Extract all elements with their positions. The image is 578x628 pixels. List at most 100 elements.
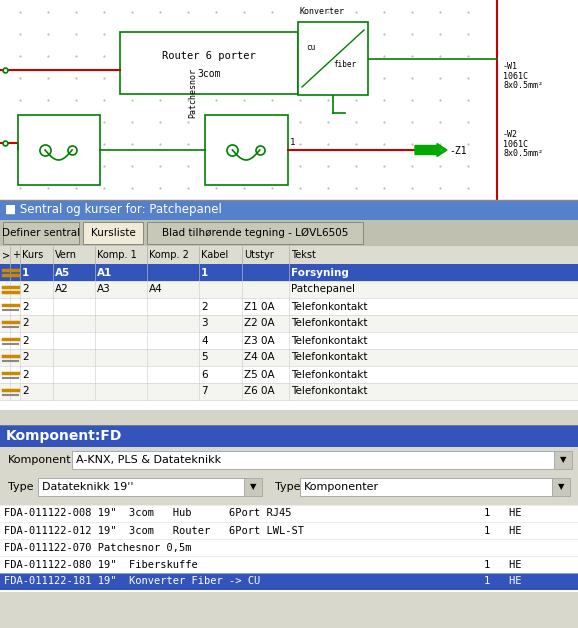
Text: 1   HE: 1 HE [484, 560, 521, 570]
Text: Forsyning: Forsyning [291, 268, 349, 278]
Text: ▼: ▼ [558, 482, 564, 492]
Text: A-KNX, PLS & Datateknikk: A-KNX, PLS & Datateknikk [76, 455, 221, 465]
Text: 2: 2 [201, 301, 208, 311]
Bar [120, 32, 298, 94]
Text: A2: A2 [55, 284, 69, 295]
Text: 2: 2 [22, 335, 29, 345]
Text: 2: 2 [22, 386, 29, 396]
Bar [205, 115, 288, 185]
Bar [0, 220, 578, 246]
Bar [0, 264, 578, 281]
Text: ▼: ▼ [250, 482, 256, 492]
Text: Vern: Vern [55, 250, 77, 260]
Text: Z6 0A: Z6 0A [244, 386, 275, 396]
Text: A4: A4 [149, 284, 163, 295]
Bar [18, 115, 100, 185]
Text: fiber: fiber [333, 60, 356, 69]
Text: 1   HE: 1 HE [484, 526, 521, 536]
Text: A3: A3 [97, 284, 111, 295]
Text: 1: 1 [290, 138, 295, 147]
Text: Utstyr: Utstyr [244, 250, 274, 260]
Bar [0, 298, 578, 315]
Text: ▼: ▼ [560, 455, 566, 465]
Bar [0, 366, 578, 383]
Text: Z1 0A: Z1 0A [244, 301, 275, 311]
Text: 7: 7 [201, 386, 208, 396]
Bar [0, 425, 578, 447]
Bar [83, 222, 143, 244]
Bar [0, 505, 578, 592]
Text: 1: 1 [22, 268, 29, 278]
Text: Komponenter: Komponenter [304, 482, 379, 492]
Bar [0, 383, 578, 400]
Bar [0, 200, 578, 425]
Bar [0, 246, 578, 264]
Text: Komp. 2: Komp. 2 [149, 250, 189, 260]
Bar [72, 451, 556, 469]
Text: Z5 0A: Z5 0A [244, 369, 275, 379]
Bar [0, 281, 578, 298]
Text: Type: Type [8, 482, 34, 492]
Text: Konverter: Konverter [300, 7, 345, 16]
Bar [0, 425, 578, 628]
Text: FDA-011122-008 19"  3com   Hub      6Port RJ45: FDA-011122-008 19" 3com Hub 6Port RJ45 [4, 509, 291, 519]
Bar [0, 332, 578, 349]
Text: Kursliste: Kursliste [91, 228, 135, 238]
Bar [244, 478, 262, 496]
Bar [0, 315, 578, 332]
Text: -W2: -W2 [503, 130, 518, 139]
Text: -Z1: -Z1 [449, 146, 466, 156]
Text: +: + [12, 250, 20, 260]
Text: 8x0.5mm²: 8x0.5mm² [503, 149, 543, 158]
Text: Telefonkontakt: Telefonkontakt [291, 335, 368, 345]
Bar [0, 349, 578, 366]
Text: FDA-011122-012 19"  3com   Router   6Port LWL-ST: FDA-011122-012 19" 3com Router 6Port LWL… [4, 526, 304, 536]
FancyArrow shape [415, 144, 447, 156]
Text: 8x0.5mm²: 8x0.5mm² [503, 81, 543, 90]
Text: 2: 2 [22, 318, 29, 328]
Bar [554, 451, 572, 469]
Text: Kurs: Kurs [22, 250, 43, 260]
Text: 3: 3 [201, 318, 208, 328]
Bar [300, 478, 554, 496]
Bar [552, 478, 570, 496]
Bar [147, 222, 363, 244]
Bar [298, 22, 368, 95]
Bar [0, 573, 578, 590]
Text: 2: 2 [22, 369, 29, 379]
Text: A1: A1 [97, 268, 112, 278]
Bar [0, 0, 578, 200]
Text: 6: 6 [201, 369, 208, 379]
Text: Telefonkontakt: Telefonkontakt [291, 301, 368, 311]
Text: 1061C: 1061C [503, 72, 528, 81]
Text: Telefonkontakt: Telefonkontakt [291, 369, 368, 379]
Text: 1: 1 [201, 268, 208, 278]
Bar [0, 200, 578, 220]
Text: 1   HE: 1 HE [484, 577, 521, 587]
Text: cu: cu [306, 43, 315, 51]
Text: FDA-011122-070 Patchesnor 0,5m: FDA-011122-070 Patchesnor 0,5m [4, 543, 191, 553]
Text: Z2 0A: Z2 0A [244, 318, 275, 328]
Bar [38, 478, 246, 496]
Text: Kabel: Kabel [201, 250, 228, 260]
Text: -W1: -W1 [503, 62, 518, 71]
Text: Telefonkontakt: Telefonkontakt [291, 318, 368, 328]
Text: Patchesnor: Patchesnor [188, 68, 198, 118]
Text: Patchepanel: Patchepanel [291, 284, 355, 295]
Text: FDA-011122-080 19"  Fiberskuffe: FDA-011122-080 19" Fiberskuffe [4, 560, 198, 570]
Text: Z3 0A: Z3 0A [244, 335, 275, 345]
Text: 4: 4 [201, 335, 208, 345]
Text: Telefonkontakt: Telefonkontakt [291, 386, 368, 396]
Text: Tekst: Tekst [291, 250, 316, 260]
Text: 2: 2 [22, 284, 29, 295]
Bar [0, 400, 578, 410]
Text: Datateknikk 19'': Datateknikk 19'' [42, 482, 134, 492]
Text: Komp. 1: Komp. 1 [97, 250, 137, 260]
Bar [3, 222, 79, 244]
Text: Definer sentral: Definer sentral [2, 228, 80, 238]
Text: Telefonkontakt: Telefonkontakt [291, 352, 368, 362]
Text: FDA-011122-181 19"  Konverter Fiber -> CU: FDA-011122-181 19" Konverter Fiber -> CU [4, 577, 260, 587]
Text: Type: Type [275, 482, 301, 492]
Text: Router 6 porter: Router 6 porter [162, 51, 256, 60]
Text: 1061C: 1061C [503, 140, 528, 149]
